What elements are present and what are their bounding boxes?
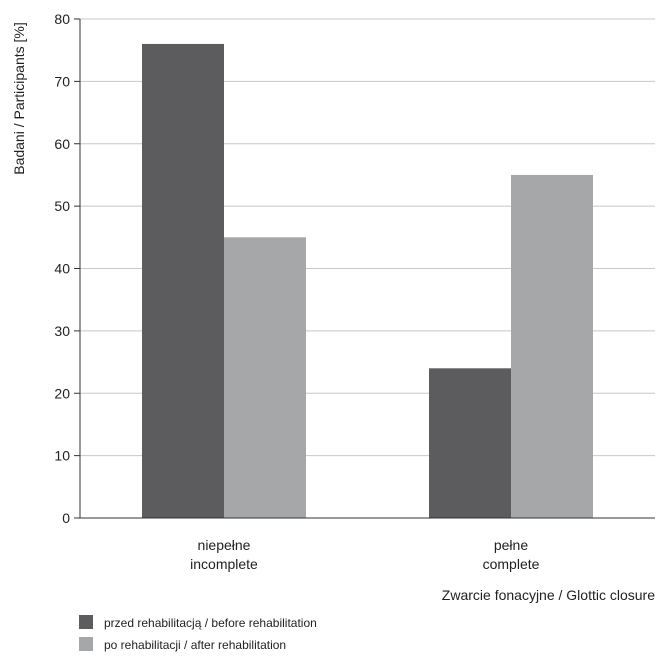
y-tick-label: 50 [54,198,70,214]
axis-labels: 0 10 20 30 40 50 60 70 80 niepełne incomplete pełne… [11,11,655,603]
x-axis-title: Zwarcie fonacyjne / Glottic closure [442,587,655,603]
x-category-label: pełne [494,537,528,553]
legend-swatch [79,637,93,651]
bar-series-1-cat-0 [224,237,306,518]
y-tick-label: 60 [54,136,70,152]
y-tick-label: 0 [62,510,70,526]
bar-series-0-cat-1 [429,368,511,518]
bar-series-0-cat-0 [142,43,224,518]
bars [142,43,593,518]
axes [74,18,655,519]
x-category-label: complete [483,556,540,572]
y-tick-label: 30 [54,323,70,339]
legend-label: po rehabilitacji / after rehabilitation [104,638,286,652]
legend-label: przed rehabilitacją / before rehabilitat… [104,616,317,630]
y-tick-label: 80 [54,11,70,27]
x-category-label: niepełne [198,537,251,553]
legend: przed rehabilitacją / before rehabilitat… [79,615,317,652]
y-tick-label: 10 [54,448,70,464]
legend-swatch [79,615,93,629]
y-tick-label: 20 [54,385,70,401]
y-tick-label: 40 [54,261,70,277]
y-tick-label: 70 [54,73,70,89]
x-category-label: incomplete [190,556,258,572]
y-axis-title: Badani / Participants [%] [11,22,27,175]
bar-series-1-cat-1 [511,174,593,518]
